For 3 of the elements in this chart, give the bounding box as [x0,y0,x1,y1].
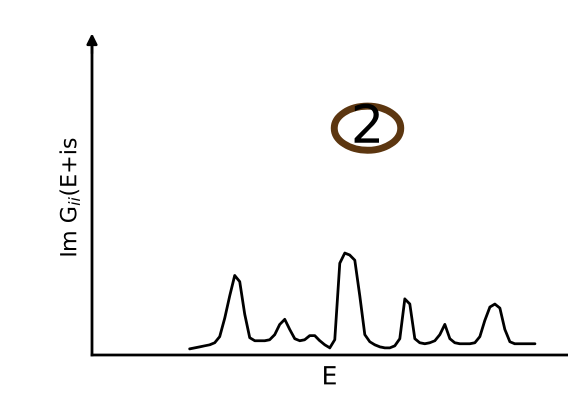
x-axis-title: E [324,366,336,384]
text: 2 [354,104,380,143]
y-axis-title: Im G$_{ii}$(E+is [59,138,80,256]
